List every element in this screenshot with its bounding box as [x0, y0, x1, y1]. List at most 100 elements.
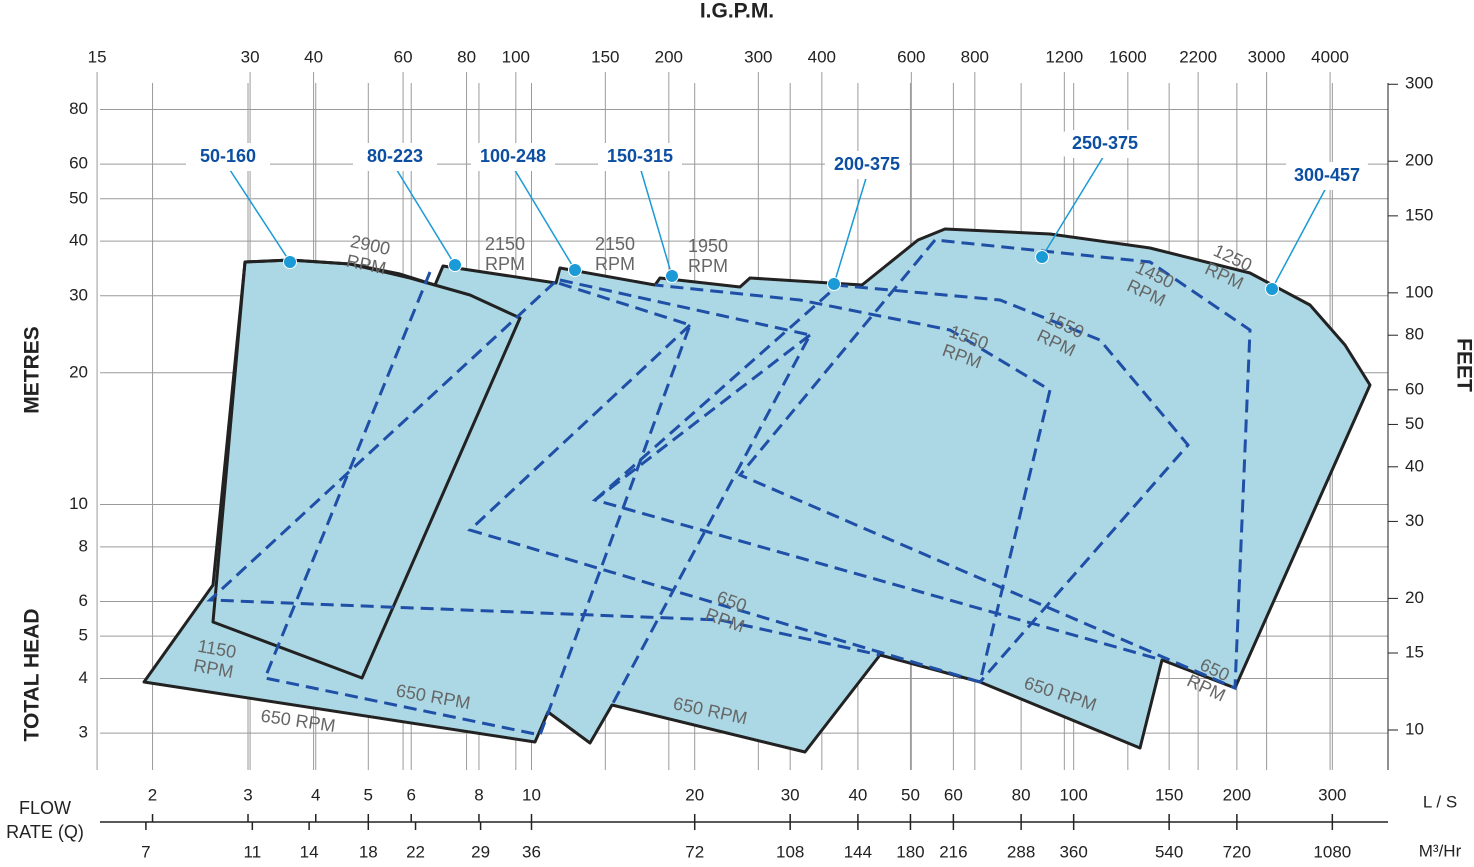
y2-tick-label: 40 [1405, 456, 1424, 475]
callout-dot [827, 277, 841, 291]
y2-tick-label: 20 [1405, 588, 1424, 607]
x3-tick-label: 216 [939, 842, 967, 861]
x3-tick-label: 108 [776, 842, 804, 861]
x3-tick-label: 11 [244, 842, 262, 861]
callout-box [353, 143, 437, 171]
y-tick-label: 30 [69, 285, 88, 304]
x-tick-label: 6 [406, 785, 415, 804]
speed-label-line: 2150 [485, 234, 525, 254]
x2-tick-label: 200 [655, 47, 683, 66]
dashed-region [737, 238, 1252, 691]
x3-tick-label: 540 [1155, 842, 1183, 861]
y-tick-label: 3 [79, 723, 88, 742]
y2-tick-label: 50 [1405, 414, 1424, 433]
callout-line [1271, 185, 1328, 290]
y-tick-label: 10 [69, 494, 88, 513]
y2-tick-label: 300 [1405, 74, 1433, 93]
x3-tick-label: 288 [1007, 842, 1035, 861]
y2-tick-label: 15 [1405, 642, 1424, 661]
callout-box [1063, 130, 1147, 158]
x-tick-label: 100 [1059, 785, 1087, 804]
x3-tick-label: 36 [522, 842, 541, 861]
model-label: 150-315 [607, 146, 673, 166]
x-axis-label: FLOW RATE (Q) [6, 798, 84, 842]
callout-dot [448, 258, 462, 272]
model-label: 300-457 [1294, 165, 1360, 185]
region-outline [211, 258, 522, 680]
x3-tick-label: 144 [844, 842, 872, 861]
y-axis-label: TOTAL HEAD [21, 608, 44, 741]
callout-box [471, 143, 555, 171]
y2-tick-label: 100 [1405, 282, 1433, 301]
x-tick-label: 3 [243, 785, 252, 804]
x3-tick-label: 720 [1223, 842, 1251, 861]
speed-label-line: RPM [688, 256, 728, 276]
dashed-region [559, 278, 813, 706]
x2-tick-label: 80 [457, 47, 476, 66]
x-tick-label: 150 [1155, 785, 1183, 804]
x3-tick-label: 18 [359, 842, 378, 861]
x-tick-label: 10 [522, 785, 541, 804]
y2-tick-label: 80 [1405, 325, 1424, 344]
x-tick-label: 200 [1223, 785, 1251, 804]
x3-tick-label: 1080 [1313, 842, 1351, 861]
dashed-region [467, 283, 1052, 684]
y-tick-label: 5 [79, 626, 88, 645]
x2-tick-label: 1600 [1109, 47, 1147, 66]
y2-tick-label: 200 [1405, 151, 1433, 170]
x-tick-label: 30 [781, 785, 800, 804]
y-tick-label: 4 [79, 668, 88, 687]
x2-tick-label: 30 [241, 47, 260, 66]
y2-tick-label: 10 [1405, 719, 1424, 738]
model-label: 50-160 [200, 146, 256, 166]
y-tick-label: 50 [69, 188, 88, 207]
speed-label-line: RPM [485, 254, 525, 274]
y2-axis-label: FEET [1452, 338, 1474, 392]
x-unit: L / S [1423, 792, 1457, 811]
x3-tick-label: 360 [1059, 842, 1087, 861]
x-tick-label: 60 [944, 785, 963, 804]
callout-line [639, 166, 673, 277]
x2-tick-label: 40 [304, 47, 323, 66]
dashed-region [262, 271, 692, 737]
y-axis-label: METRES [21, 326, 44, 414]
callout-dot [665, 269, 679, 283]
y-tick-label: 6 [79, 591, 88, 610]
dashed-region [206, 280, 881, 657]
speed-label-line: 2150 [595, 234, 635, 254]
callout-box [825, 151, 909, 179]
callout-dot [1265, 282, 1279, 296]
x3-tick-label: 7 [141, 842, 150, 861]
x-tick-label: 20 [685, 785, 704, 804]
model-label: 250-375 [1072, 133, 1138, 153]
x3-tick-label: 180 [896, 842, 924, 861]
x-axis-label-box: FLOW RATE (Q) [6, 798, 84, 842]
x3-tick-label: 29 [471, 842, 490, 861]
x-tick-label: 2 [148, 785, 157, 804]
y-tick-label: 8 [79, 536, 88, 555]
x3-tick-label: 22 [406, 842, 425, 861]
dashed-regions [206, 238, 1252, 737]
callout-line [1041, 153, 1106, 258]
callout-line [227, 166, 291, 263]
x2-tick-label: 2200 [1179, 47, 1217, 66]
x-tick-label: 50 [901, 785, 920, 804]
y2-tick-label: 60 [1405, 379, 1424, 398]
x-tick-label: 8 [474, 785, 483, 804]
callout-line [833, 174, 868, 285]
model-label: 100-248 [480, 146, 546, 166]
x3-tick-label: 72 [685, 842, 704, 861]
x2-tick-label: 400 [808, 47, 836, 66]
x2-tick-label: 600 [897, 47, 925, 66]
callout-dot [283, 255, 297, 269]
x-tick-label: 80 [1012, 785, 1031, 804]
callout-box [598, 143, 682, 171]
callout-line [394, 166, 456, 266]
x2-tick-label: 800 [961, 47, 989, 66]
x2-tick-label: 100 [502, 47, 530, 66]
